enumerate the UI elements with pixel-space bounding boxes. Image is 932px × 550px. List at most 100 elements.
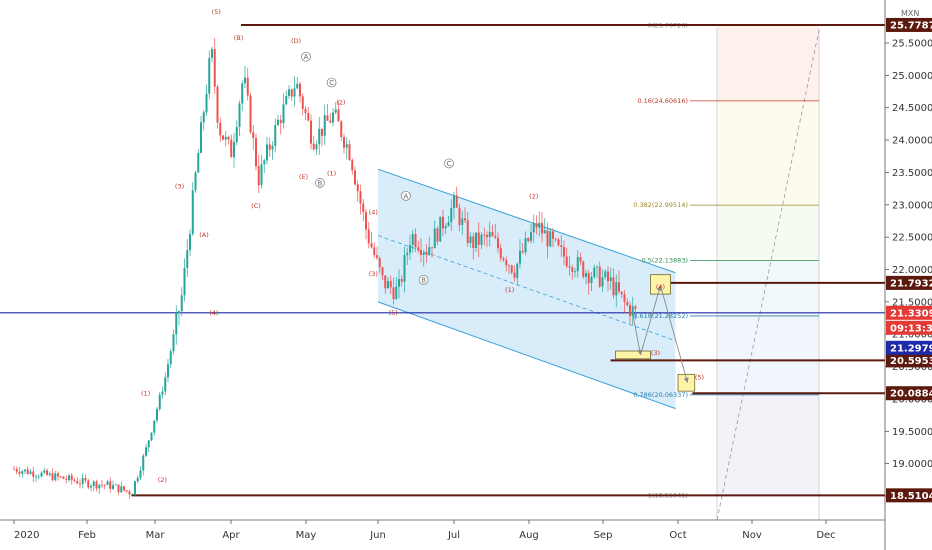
candles xyxy=(13,37,637,499)
candle-body xyxy=(472,236,475,249)
candle-body xyxy=(277,119,279,126)
candle-body xyxy=(618,282,620,292)
candle-body xyxy=(425,252,428,255)
fib-label: 0.618(21.28252) xyxy=(633,312,688,320)
candle-body xyxy=(183,267,186,296)
candle-body xyxy=(109,481,112,489)
candle-body xyxy=(266,144,268,161)
wave-circle xyxy=(444,158,454,169)
candle-body xyxy=(403,255,406,282)
candle-body xyxy=(112,485,114,489)
y-tick-label: 24.00000 xyxy=(892,136,932,147)
candle-body xyxy=(535,223,538,228)
wave-letter: C xyxy=(329,79,334,87)
candle-body xyxy=(387,280,389,289)
channel-mid-line xyxy=(377,235,676,342)
candle-body xyxy=(211,49,213,58)
candle-body xyxy=(293,88,296,97)
candle-body xyxy=(477,232,480,245)
level-tag-res-bg xyxy=(886,275,932,290)
candle-body xyxy=(414,233,417,248)
forecast-arrow xyxy=(632,314,641,356)
candle-body xyxy=(480,234,483,245)
candle-body xyxy=(631,306,634,317)
candle-body xyxy=(296,83,299,89)
y-tick-label: 20.50000 xyxy=(892,362,932,373)
candle-body xyxy=(461,218,464,226)
candle-body xyxy=(450,207,453,223)
candle-body xyxy=(194,172,197,191)
candle-body xyxy=(532,223,535,233)
candle-body xyxy=(224,136,227,140)
y-tick-label: 23.00000 xyxy=(892,200,932,211)
candle-body xyxy=(205,93,208,113)
candle-body xyxy=(329,120,332,123)
candle-body xyxy=(378,257,381,268)
candle-body xyxy=(332,112,334,123)
x-tick-label: Feb xyxy=(78,530,96,541)
x-tick-label: May xyxy=(296,530,317,541)
candle-body xyxy=(299,83,301,97)
candle-body xyxy=(497,237,499,249)
candle-body xyxy=(340,121,343,138)
y-tick-label: 25.00000 xyxy=(892,71,932,82)
forecast-arrow xyxy=(660,285,688,383)
wave-circle xyxy=(418,275,429,285)
candle-body xyxy=(494,236,497,238)
candle-body xyxy=(167,364,169,378)
candle-body xyxy=(623,294,626,302)
wave-label: (4) xyxy=(209,309,218,317)
level-tag-s2: 20.08848 xyxy=(890,389,932,400)
candle-body xyxy=(323,115,326,136)
candle-body xyxy=(197,152,200,173)
wave-circle xyxy=(315,178,325,188)
candle-body xyxy=(103,484,106,486)
candle-body xyxy=(304,108,307,114)
candle-body xyxy=(483,234,486,236)
candle-body xyxy=(288,89,290,96)
candle-body xyxy=(13,468,15,470)
candle-body xyxy=(24,469,26,472)
candle-body xyxy=(596,266,598,268)
candle-body xyxy=(510,265,513,273)
candle-body xyxy=(601,277,604,287)
wave-label: (4) xyxy=(656,283,665,291)
x-tick-label: Nov xyxy=(742,530,762,541)
price-tags: 25.77878 21.79327 20.59531 20.08848 18.51041… xyxy=(886,17,932,503)
candle-body xyxy=(73,480,76,482)
symbol-label: MXN xyxy=(901,9,919,18)
candle-body xyxy=(593,267,596,277)
candle-body xyxy=(620,291,623,295)
candle-body xyxy=(420,250,422,255)
fib-zone-background xyxy=(716,25,820,521)
candle-body xyxy=(178,311,180,314)
wave-label: (E) xyxy=(299,173,308,181)
candle-body xyxy=(76,481,79,484)
candle-body xyxy=(439,216,442,242)
fib-zone xyxy=(717,394,819,496)
candle-body xyxy=(554,238,557,240)
wave-circle xyxy=(301,51,311,62)
candle-body xyxy=(502,258,505,261)
wave-label: (C) xyxy=(251,202,261,210)
candle-body xyxy=(222,135,224,140)
candle-body xyxy=(626,301,629,306)
current-price-tag: 21.33090 xyxy=(890,308,932,319)
fib-label: 0.786(20.06337) xyxy=(633,391,688,399)
candle-body xyxy=(604,271,607,278)
candle-body xyxy=(351,160,354,171)
candle-body xyxy=(233,142,235,158)
candle-body xyxy=(612,277,615,296)
candle-body xyxy=(417,247,420,251)
candle-body xyxy=(57,473,59,477)
candle-body xyxy=(565,256,568,267)
candle-body xyxy=(315,144,318,150)
candle-body xyxy=(458,207,461,226)
candle-body xyxy=(189,233,191,251)
candle-body xyxy=(574,271,576,273)
bid-price-tag-bg xyxy=(886,340,932,355)
candle-body xyxy=(345,144,348,148)
x-tick-label: Jun xyxy=(369,530,386,541)
